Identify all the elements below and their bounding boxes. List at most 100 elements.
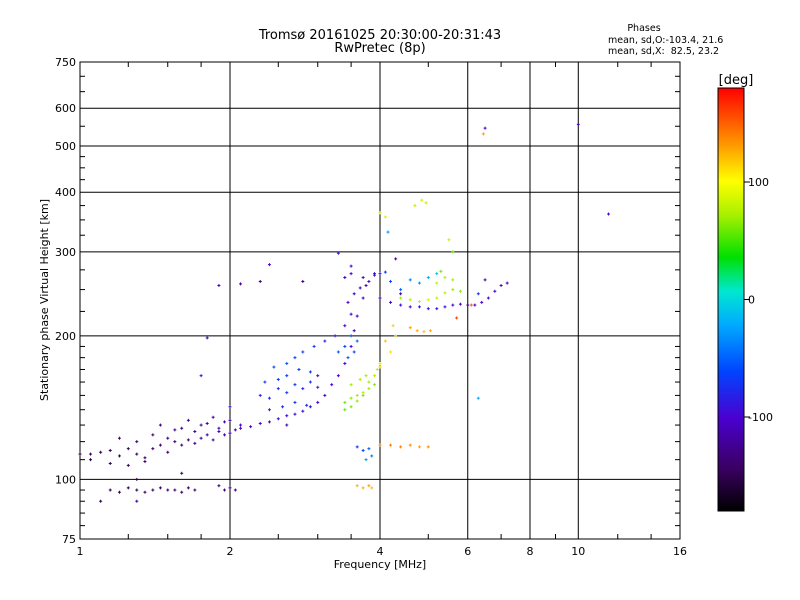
y-tick-label: 750 <box>55 56 76 69</box>
echo-point <box>223 420 227 424</box>
echo-point <box>117 454 121 458</box>
echo-point <box>336 350 340 354</box>
echo-point <box>370 486 374 490</box>
echo-point <box>367 380 371 384</box>
echo-point <box>355 445 359 449</box>
echo-point <box>89 452 93 456</box>
echo-point <box>455 316 459 320</box>
y-tick-label: 300 <box>55 246 76 259</box>
echo-point <box>205 433 209 437</box>
echo-point <box>217 426 221 430</box>
stats-heading: Phases <box>627 23 660 34</box>
echo-point <box>435 281 439 285</box>
echo-point <box>443 305 447 309</box>
plot-area <box>78 61 681 540</box>
echo-point <box>223 433 227 437</box>
colorbar-ticks: 100 0 -100 <box>744 176 773 424</box>
echo-point <box>330 383 334 387</box>
echo-point <box>333 334 337 338</box>
echo-point <box>493 289 497 293</box>
echo-point <box>135 452 139 456</box>
echo-point <box>158 443 162 447</box>
echo-point <box>135 488 139 492</box>
colorbar: [deg] 100 0 -100 <box>717 73 773 512</box>
echo-point <box>413 204 417 208</box>
echo-point <box>361 296 365 300</box>
echo-point <box>352 329 356 333</box>
echo-point <box>389 350 393 354</box>
x-tick-label: 1 <box>77 545 84 558</box>
echo-point <box>361 276 365 280</box>
echo-point <box>143 456 147 460</box>
echo-point <box>378 272 382 276</box>
echo-point <box>399 288 403 292</box>
colorbar-label: [deg] <box>719 73 754 88</box>
echo-point <box>435 307 439 311</box>
echo-point <box>223 488 227 492</box>
echo-point <box>199 423 203 427</box>
echo-point <box>361 391 365 395</box>
echo-point <box>367 484 371 488</box>
x-tick-label: 10 <box>571 545 585 558</box>
echo-point <box>378 365 382 369</box>
echo-point <box>367 447 371 451</box>
echo-point <box>439 269 443 273</box>
echo-point <box>346 300 350 304</box>
echo-point <box>239 282 243 286</box>
echo-point <box>367 279 371 283</box>
echo-point <box>180 471 184 475</box>
echo-point <box>301 350 305 354</box>
echo-point <box>228 486 232 490</box>
echo-point <box>336 251 340 255</box>
echo-point <box>89 458 93 462</box>
echo-point <box>361 448 365 452</box>
echo-point <box>180 426 184 430</box>
echo-point <box>389 443 393 447</box>
colorbar-tick-label: -100 <box>748 411 773 424</box>
x-tick-label: 16 <box>673 545 687 558</box>
echo-point <box>383 215 387 219</box>
echo-point <box>361 486 365 490</box>
echo-point <box>158 486 162 490</box>
echo-point <box>349 396 353 400</box>
echo-point <box>408 298 412 302</box>
echo-point <box>417 305 421 309</box>
echo-point <box>316 400 320 404</box>
echo-point <box>364 374 368 378</box>
echo-point <box>126 463 130 467</box>
echo-point <box>193 441 197 445</box>
echo-point <box>323 339 327 343</box>
echo-point <box>417 445 421 449</box>
grid-horizontal <box>80 107 680 480</box>
echo-point <box>285 414 289 418</box>
echo-point <box>173 440 177 444</box>
echo-point <box>375 367 379 371</box>
echo-point <box>272 365 276 369</box>
echo-point <box>186 418 190 422</box>
echo-point <box>99 450 103 454</box>
echo-point <box>378 211 382 215</box>
echo-point <box>158 423 162 427</box>
x-axis-label: Frequency [MHz] <box>334 558 426 571</box>
echo-point <box>426 298 430 302</box>
echo-point <box>276 417 280 421</box>
echo-point <box>217 283 221 287</box>
echo-point <box>135 477 139 481</box>
echo-point <box>117 490 121 494</box>
echo-point <box>143 490 147 494</box>
colorbar-gradient <box>717 87 745 512</box>
echo-point <box>126 447 130 451</box>
echo-point <box>483 126 487 130</box>
echo-point <box>420 198 424 202</box>
echo-point <box>417 300 421 304</box>
echo-point <box>228 405 232 409</box>
echo-point <box>349 383 353 387</box>
x-tick-label: 2 <box>227 545 234 558</box>
echo-point <box>249 425 253 429</box>
echo-point <box>480 300 484 304</box>
echo-point <box>217 430 221 434</box>
echo-point <box>352 350 356 354</box>
echo-point <box>481 132 485 136</box>
echo-point <box>267 396 271 400</box>
minor-ticks <box>80 62 680 539</box>
